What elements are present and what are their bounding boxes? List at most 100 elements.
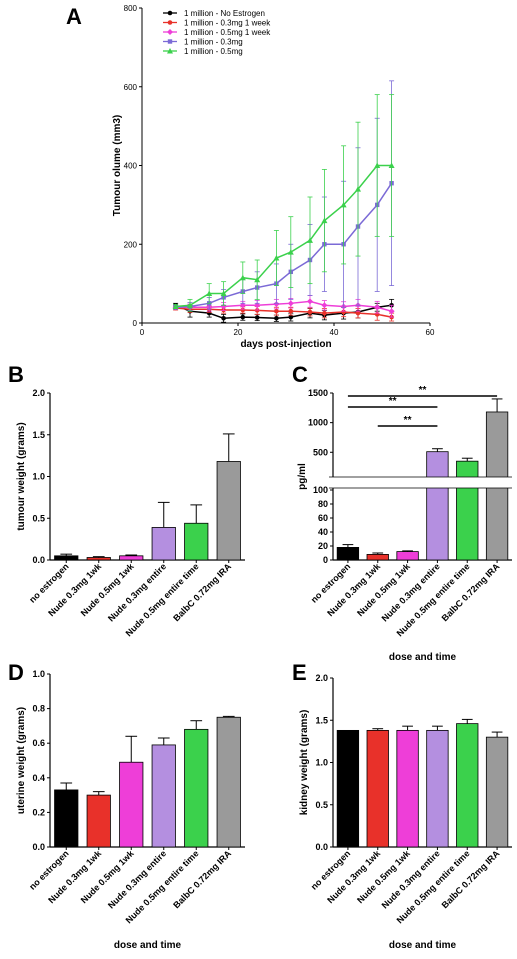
y-axis-title: uterine weight (grams) — [16, 707, 27, 814]
data-point — [167, 48, 173, 54]
data-point — [240, 314, 246, 320]
y-tick-label: 1.0 — [32, 669, 45, 679]
bar — [86, 794, 111, 848]
legend-entry: 1 million - 0.3mg — [184, 38, 243, 47]
bar — [336, 729, 360, 848]
x-tick-label: BalbC 0.72mg IRA — [171, 561, 233, 623]
legend-entry: 1 million - No Estrogen — [184, 9, 265, 18]
data-point — [388, 308, 395, 315]
y-tick-label: 0.6 — [32, 738, 45, 748]
y-tick-label: 0 — [323, 555, 328, 565]
x-tick-label: BalbC 0.72mg IRA — [440, 561, 502, 623]
y-tick-label: 0.0 — [32, 842, 45, 852]
y-tick-label: 800 — [124, 4, 138, 13]
y-tick-label: 1.5 — [32, 430, 45, 440]
y-tick-label: 1000 — [308, 418, 328, 428]
x-axis-title: dose and time — [389, 940, 457, 951]
data-point — [287, 300, 294, 307]
bar — [456, 460, 479, 561]
data-point — [172, 303, 179, 309]
significance-label: ** — [389, 396, 397, 407]
y-tick-label: 80 — [318, 499, 328, 509]
y-tick-label: 0.5 — [32, 513, 45, 523]
y-tick-label: 1500 — [308, 388, 328, 398]
x-tick-label: Nude 0.5mg 1wk — [355, 561, 413, 619]
x-tick-label: BalbC 0.72mg IRA — [440, 848, 502, 910]
bar — [216, 461, 241, 561]
x-tick-label: 20 — [234, 328, 243, 337]
series-line — [175, 182, 393, 308]
data-point — [254, 315, 260, 320]
x-tick-label: Nude 0.3mg entire — [106, 561, 168, 623]
data-point — [288, 308, 294, 314]
data-point — [321, 302, 328, 309]
panel-letter-a: A — [66, 4, 82, 29]
series-5 — [172, 94, 395, 312]
y-tick-label: 40 — [318, 527, 328, 537]
y-tick-label: 400 — [124, 162, 138, 171]
data-point — [206, 290, 213, 296]
data-point — [307, 237, 313, 243]
bar — [86, 557, 111, 561]
x-tick-label: Nude 0.3mg entire — [106, 848, 168, 910]
y-tick-label: 200 — [124, 240, 138, 249]
data-point — [239, 302, 246, 309]
data-point — [167, 20, 173, 25]
data-point — [254, 276, 261, 283]
bar — [54, 555, 79, 561]
y-tick-label: 0.8 — [32, 704, 45, 714]
y-axis-title: Tumour olume (mm3) — [112, 115, 123, 216]
data-point — [273, 301, 280, 308]
y-tick-label: 0.5 — [315, 800, 328, 810]
panel-letter-d: D — [8, 660, 24, 685]
bar — [119, 555, 144, 561]
data-point — [288, 314, 294, 320]
panel-letter-b: B — [8, 362, 24, 387]
data-point — [167, 29, 173, 35]
data-point — [321, 217, 328, 224]
significance-label: ** — [419, 385, 427, 396]
data-point — [307, 309, 313, 315]
bar — [426, 451, 449, 561]
x-axis-title: days post-injection — [240, 339, 331, 350]
data-point — [254, 302, 261, 309]
panel-letter-c: C — [292, 362, 308, 387]
data-point — [355, 310, 361, 316]
x-tick-label: 0 — [140, 328, 145, 337]
axis-break-gap — [329, 477, 514, 488]
x-tick-label: Nude 0.5mg 1wk — [355, 848, 413, 906]
series-4 — [173, 80, 395, 311]
bar — [366, 554, 389, 561]
x-axis-title: dose and time — [389, 652, 457, 663]
data-point — [307, 298, 313, 305]
bar — [184, 728, 209, 848]
legend-entry: 1 million - 0.3mg 1 week — [184, 19, 271, 28]
data-point — [274, 315, 279, 321]
y-tick-label: 1.5 — [315, 715, 328, 725]
y-axis-title: kidney weight (grams) — [299, 710, 310, 816]
data-point — [239, 274, 246, 281]
bar — [151, 527, 176, 561]
data-point — [220, 290, 227, 296]
bar — [119, 761, 144, 848]
bar — [151, 744, 176, 848]
x-tick-label: 40 — [330, 328, 339, 337]
y-tick-label: 0.0 — [315, 842, 328, 852]
x-tick-label: Nude 0.3mg 1wk — [325, 561, 383, 619]
bar — [216, 716, 241, 848]
y-axis-title: tumour weight (grams) — [16, 422, 27, 530]
y-tick-label: 0.0 — [32, 555, 45, 565]
x-axis-title: dose and time — [114, 940, 182, 951]
y-tick-label: 600 — [124, 83, 138, 92]
bar — [366, 729, 389, 848]
bar — [184, 522, 209, 561]
y-tick-label: 100 — [313, 485, 328, 495]
data-point — [167, 10, 173, 16]
bar — [396, 729, 419, 848]
x-tick-label: 60 — [426, 328, 435, 337]
series-line — [175, 164, 392, 308]
